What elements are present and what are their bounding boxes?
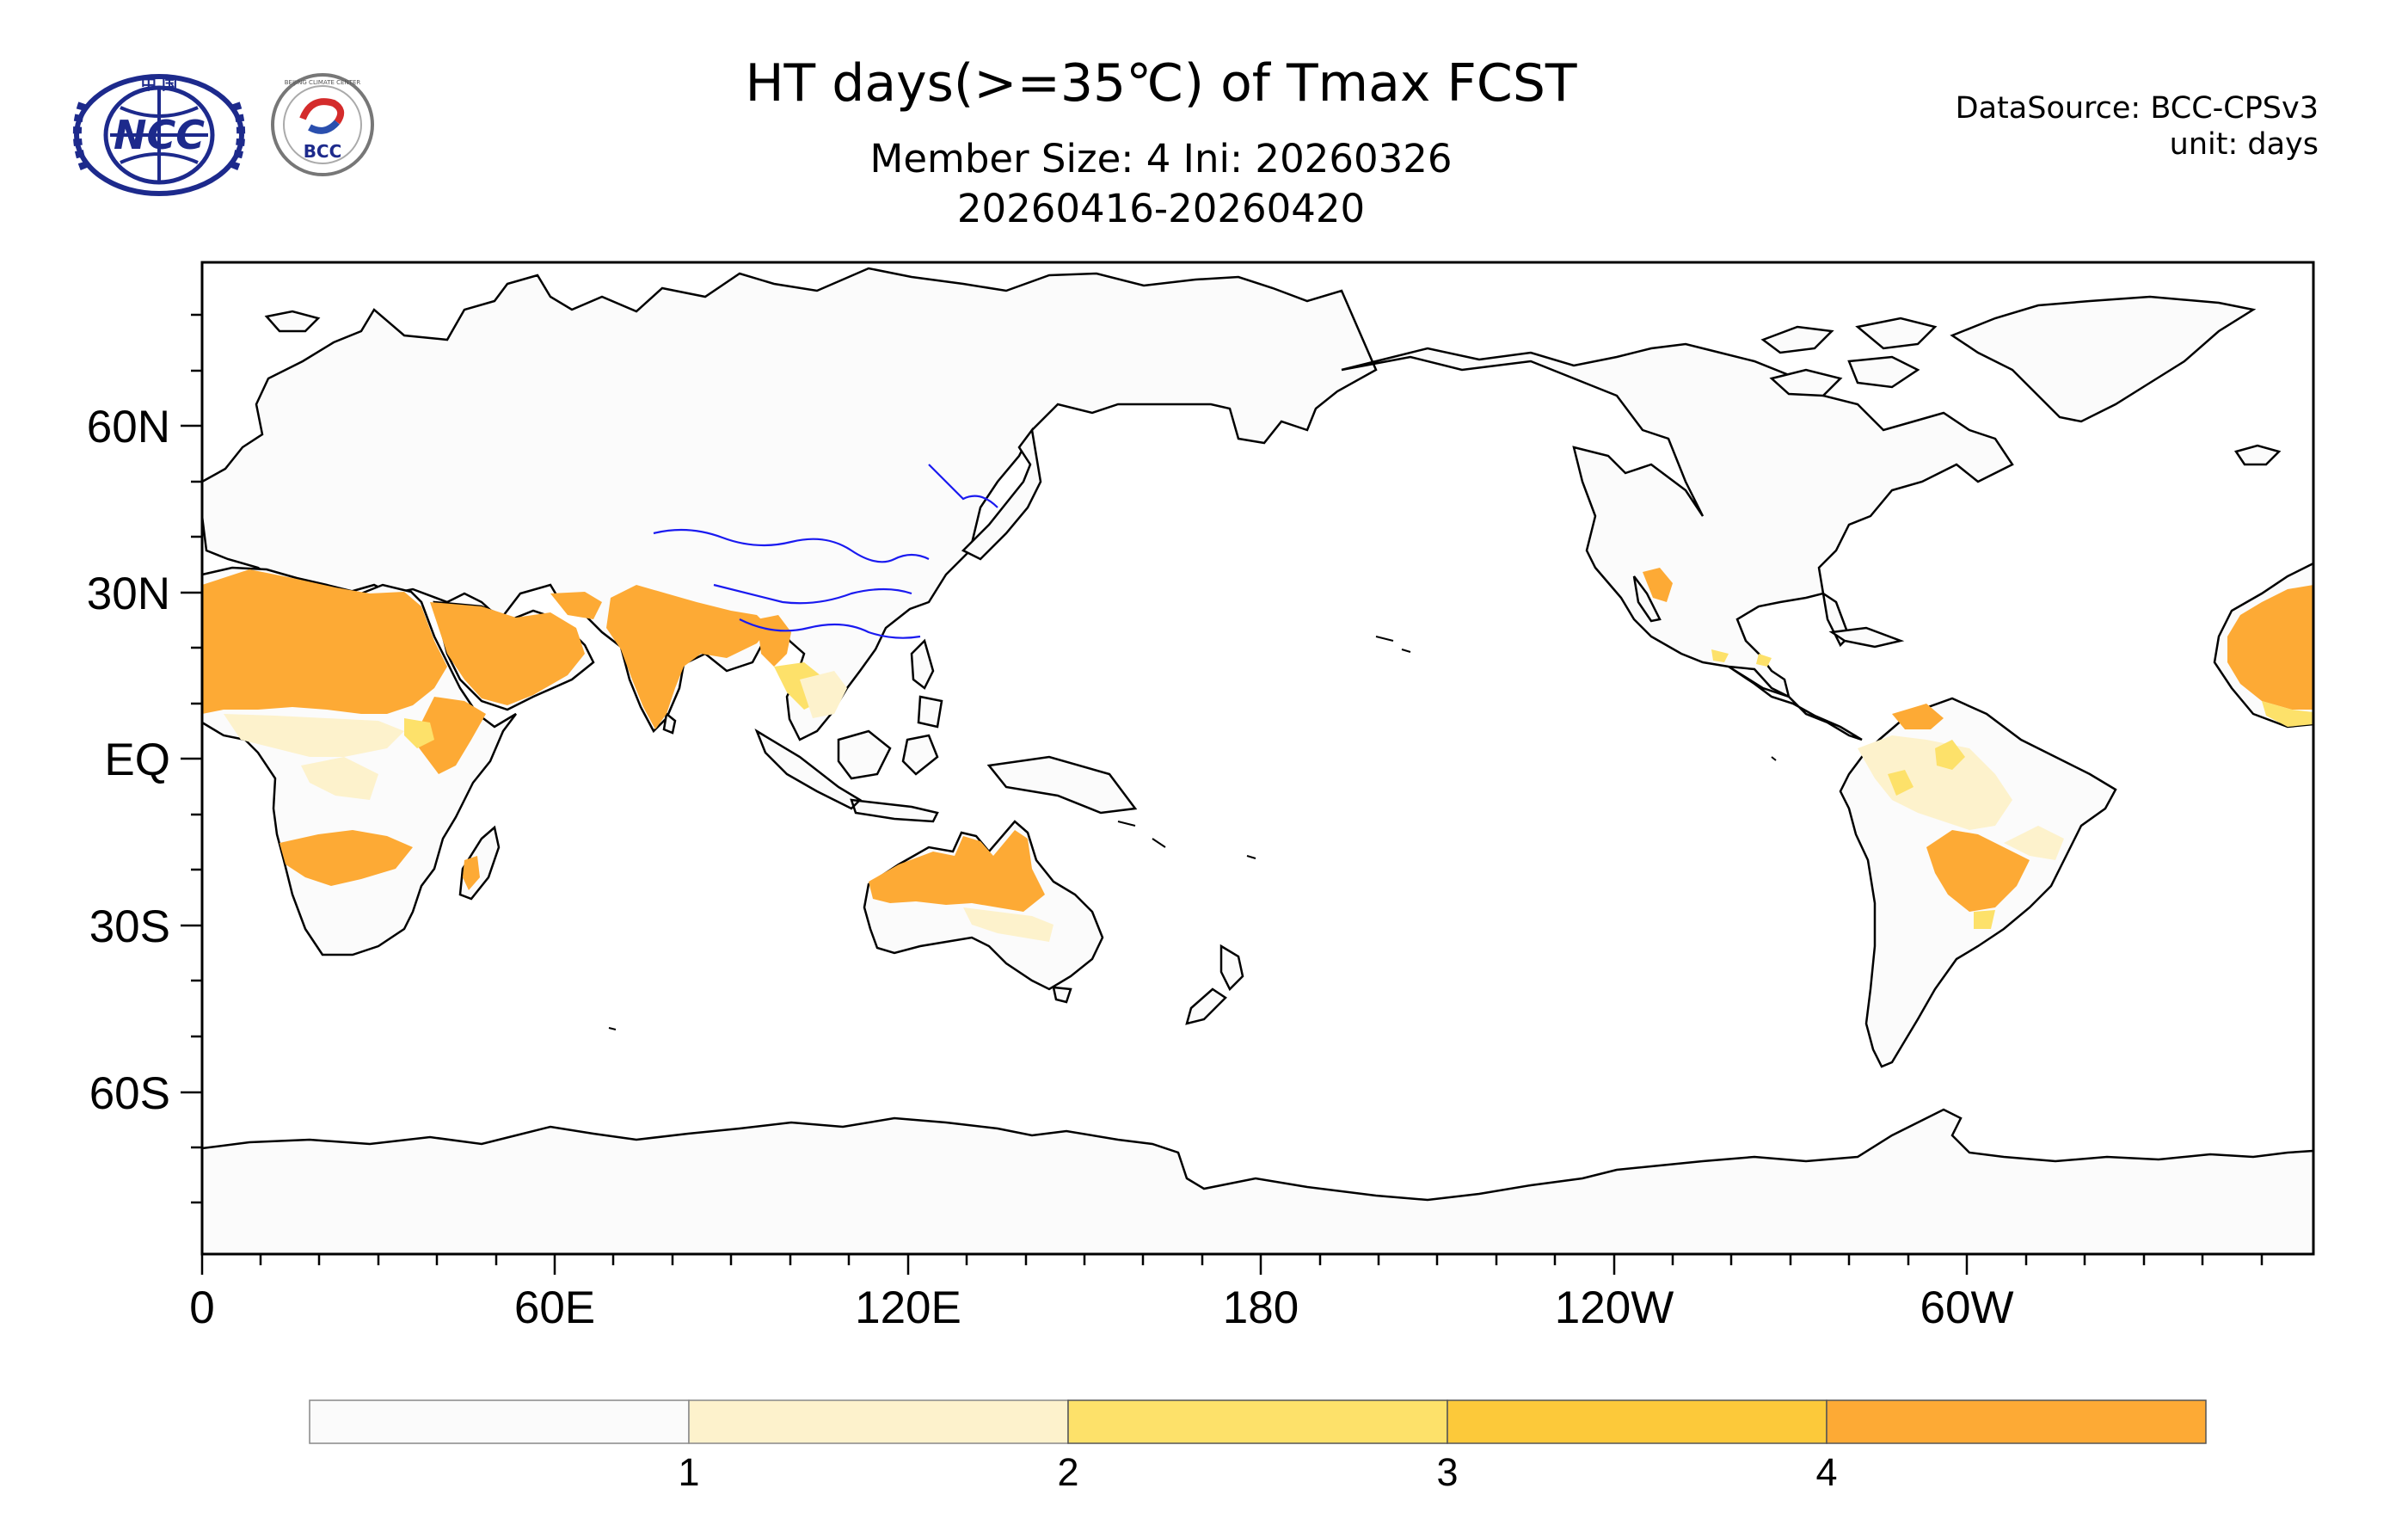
iceland-landmass: [2234, 444, 2282, 466]
ncc-logo: NCC 中 国: [72, 74, 246, 196]
date-range-subtitle: 20260416-20260420: [956, 186, 1366, 231]
latitude-ticks: [181, 313, 202, 1204]
cuba-landmass: [1828, 626, 1905, 649]
philippines-landmass: [910, 638, 943, 729]
shade-sahara-4days: [202, 569, 447, 714]
ncc-logo-text: NCC: [114, 112, 205, 158]
lat-label-60s: 60S: [89, 1068, 170, 1119]
ncc-logo-top-text: 中 国: [141, 75, 177, 94]
shade-west-africa-light: [2262, 701, 2313, 727]
lat-label-eq: EQ: [104, 735, 170, 785]
shade-india-4days: [606, 585, 770, 729]
shade-amazon-light: [1858, 735, 2012, 830]
shade-southern-africa-4days: [280, 830, 413, 886]
shade-brazil-central-4days: [1926, 830, 2030, 912]
bcc-logo-ring-text: BEIJING CLIMATE CENTER: [285, 79, 361, 86]
colorbar-label-4: 4: [1815, 1450, 1837, 1494]
shade-arabia-4days: [430, 602, 585, 705]
antarctica-landmass: [200, 1108, 2315, 1256]
colorbar-segment-1: [688, 1399, 1069, 1444]
shade-horn-africa-4days: [413, 697, 486, 774]
bcc-logo-text: BCC: [304, 141, 342, 162]
lon-label-120e: 120E: [855, 1282, 961, 1333]
colorbar-segment-0: [309, 1399, 690, 1444]
canadian-islands-landmass: [1760, 317, 1938, 397]
greenland-landmass: [1950, 295, 2257, 423]
lat-label-30s: 30S: [89, 901, 170, 952]
lon-label-0: 0: [189, 1282, 214, 1333]
colorbar: 1 2 3 4: [309, 1399, 2207, 1494]
member-init-subtitle: Member Size: 4 Ini: 20260326: [869, 136, 1453, 181]
shade-amazon-mid: [1888, 740, 1965, 796]
lon-label-60w: 60W: [1920, 1282, 2014, 1333]
colorbar-label-2: 2: [1057, 1450, 1078, 1494]
sri-lanka-landmass: [662, 711, 677, 735]
colorbar-segment-2: [1067, 1399, 1448, 1444]
shade-west-africa-4days: [2227, 585, 2313, 710]
shade-mexico-4days: [1643, 568, 1673, 602]
lat-label-30n: 30N: [87, 569, 170, 619]
shade-madagascar: [463, 856, 480, 890]
shade-brazil-east-pale: [2004, 826, 2064, 860]
lon-label-180: 180: [1223, 1282, 1299, 1333]
colorbar-label-3: 3: [1436, 1450, 1458, 1494]
small-islands: [608, 636, 1777, 1030]
shade-sahel-light: [224, 714, 404, 757]
shade-brazil-light: [1974, 910, 1995, 929]
longitude-ticks: [200, 1254, 2264, 1275]
tasmania-landmass: [1052, 986, 1072, 1004]
shade-central-africa-light: [301, 757, 378, 800]
shade-mexico-light: [1711, 649, 1772, 667]
map-title: HT days(>=35℃) of Tmax FCST: [745, 53, 1577, 114]
colorbar-segment-4: [1826, 1399, 2207, 1444]
colorbar-label-1: 1: [678, 1450, 699, 1494]
svalbard-landmass: [264, 310, 321, 333]
lon-label-120w: 120W: [1555, 1282, 1674, 1333]
china-rivers: [653, 464, 998, 639]
new-zealand-landmass: [1185, 944, 1244, 1025]
data-source-label: DataSource: BCC-CPSv3: [1955, 91, 2319, 126]
shade-australia-4days: [869, 830, 1045, 912]
longitude-labels: 0 60E 120E 180 120W 60W: [189, 1282, 2013, 1333]
shade-horn-light: [404, 718, 434, 748]
baja-california-landmass: [1632, 575, 1662, 623]
lat-label-60n: 60N: [87, 402, 170, 452]
shade-amazon-north-4days: [1892, 704, 1944, 729]
shade-australia-light: [963, 907, 1054, 942]
latitude-labels: 60N 30N EQ 30S 60S: [87, 402, 170, 1119]
japan-landmass: [961, 427, 1042, 561]
central-america-landmass: [1728, 665, 1863, 741]
unit-label: unit: days: [2169, 127, 2319, 162]
shade-seasia-pale: [800, 671, 847, 718]
bcc-logo: BCC BEIJING CLIMATE CENTER: [271, 73, 374, 176]
lon-label-60e: 60E: [514, 1282, 595, 1333]
shade-iran-4days: [550, 592, 602, 619]
colorbar-segment-3: [1447, 1399, 1828, 1444]
indonesia-landmass: [754, 729, 1138, 823]
